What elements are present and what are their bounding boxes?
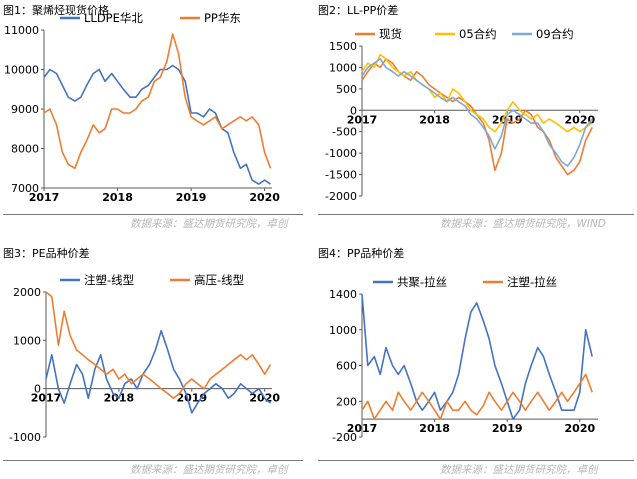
series-line-2 <box>45 291 272 400</box>
x-tick-label: 2018 <box>419 422 450 435</box>
series-line-2 <box>361 53 593 133</box>
y-tick-label: 600 <box>336 360 357 373</box>
caption-divider-1 <box>3 214 303 215</box>
y-tick-label: 1000 <box>329 61 357 74</box>
caption-divider-2 <box>318 214 634 215</box>
y-tick-label: 1000 <box>329 324 357 337</box>
y-tick-label: -1500 <box>325 169 357 182</box>
series-line-2 <box>43 33 272 170</box>
legend-label-1: 注塑-线型 <box>84 273 134 287</box>
source-note-4: 数据来源：盛达期货研究院，卓创 <box>440 464 598 476</box>
series-line-2 <box>361 373 593 420</box>
y-tick-label: 8000 <box>11 143 39 156</box>
caption-divider-3 <box>3 460 303 461</box>
chart-caption-2: 图2：LL-PP价差 <box>318 4 399 17</box>
chart-caption-1: 图1：聚烯烃现货价格 <box>3 4 109 17</box>
y-tick-label: 0 <box>34 383 41 396</box>
y-tick-label: 0 <box>350 104 357 117</box>
y-tick-label: -1000 <box>9 431 41 444</box>
series-line-1 <box>43 64 271 185</box>
x-tick-label: 2019 <box>176 191 207 204</box>
y-tick-label: -1000 <box>325 147 357 160</box>
x-tick-label: 2020 <box>565 422 596 435</box>
y-tick-label: 10000 <box>4 64 39 77</box>
chart-1-svg: 7000 8000 9000 10000 11000 2017 2018 2019 2020 LL… <box>4 11 280 204</box>
y-tick-label: 11000 <box>4 24 39 37</box>
legend-label-1: 现货 <box>379 27 402 41</box>
y-tick-label: -2000 <box>325 190 357 203</box>
legend-label-2: 高压-线型 <box>194 273 244 287</box>
x-tick-label: 2017 <box>347 113 378 126</box>
chart-caption-4: 图4：PP品种价差 <box>318 247 405 260</box>
y-tick-label: 1500 <box>329 40 357 53</box>
legend-label-2: PP华东 <box>204 11 241 25</box>
legend-label-1: LLDPE华北 <box>84 11 143 25</box>
y-tick-label: 7000 <box>11 182 39 195</box>
series-line-3 <box>361 58 593 167</box>
x-tick-label: 2018 <box>102 191 133 204</box>
chart-2-svg: -2000 -1500 -1000 -500 0 500 1000 1500 2017 2018 2… <box>325 27 598 203</box>
x-tick-label: 2017 <box>31 392 62 405</box>
y-tick-label: 2000 <box>13 286 41 299</box>
y-tick-label: 200 <box>336 395 357 408</box>
y-tick-label: 500 <box>336 83 357 96</box>
chart-caption-3: 图3：PE品种价差 <box>3 247 90 260</box>
y-tick-label: 9000 <box>11 103 39 116</box>
x-tick-label: 2020 <box>249 191 280 204</box>
y-tick-label: 1400 <box>329 288 357 301</box>
x-tick-label: 2020 <box>565 113 596 126</box>
y-tick-label: -200 <box>332 431 357 444</box>
y-tick-label: -500 <box>332 126 357 139</box>
legend-label-2: 注塑-拉丝 <box>507 275 557 289</box>
legend-label-3: 09合约 <box>536 27 574 41</box>
series-line-1 <box>45 329 272 414</box>
x-tick-label: 2017 <box>347 422 378 435</box>
source-note-2: 数据来源：盛达期货研究院，WIND <box>440 218 606 230</box>
source-note-3: 数据来源：盛达期货研究院，卓创 <box>130 464 288 476</box>
x-tick-label: 2017 <box>29 191 60 204</box>
caption-divider-4 <box>318 460 634 461</box>
x-tick-label: 2018 <box>419 113 450 126</box>
x-tick-label: 2019 <box>492 422 523 435</box>
legend-label-1: 共聚-拉丝 <box>397 275 447 289</box>
source-note-1: 数据来源：盛达期货研究院，卓创 <box>130 218 288 230</box>
y-tick-label: 1000 <box>13 334 41 347</box>
legend-label-2: 05合约 <box>459 27 497 41</box>
series-line-1 <box>361 293 593 420</box>
